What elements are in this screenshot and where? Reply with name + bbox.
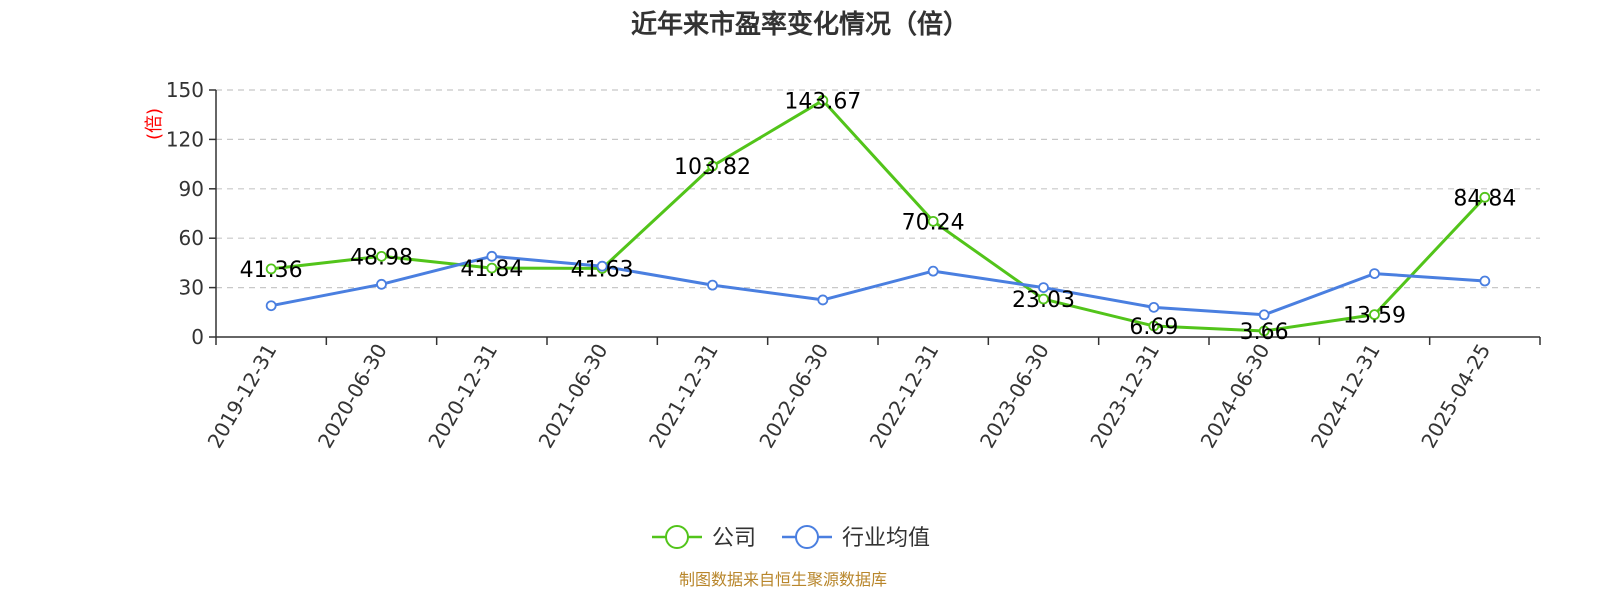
data-point bbox=[596, 260, 608, 272]
y-tick-label: 120 bbox=[166, 127, 204, 151]
y-tick-label: 0 bbox=[191, 325, 204, 349]
data-point bbox=[1148, 320, 1160, 332]
chart-title: 近年来市盈率变化情况（倍） bbox=[631, 9, 969, 40]
data-point bbox=[1369, 309, 1380, 321]
data-label: 23.03 bbox=[1012, 288, 1075, 313]
data-label: 3.66 bbox=[1240, 320, 1289, 345]
x-tick-label: 2024-06-30 bbox=[1196, 340, 1275, 453]
x-tick-label: 2023-12-31 bbox=[1085, 340, 1164, 453]
data-label: 143.67 bbox=[784, 89, 861, 114]
data-label: 84.84 bbox=[1453, 186, 1516, 211]
data-point bbox=[486, 262, 498, 274]
series-line bbox=[271, 98, 1486, 333]
x-tick-label: 2025-04-25 bbox=[1416, 340, 1495, 453]
data-point bbox=[1038, 282, 1049, 294]
data-point bbox=[1038, 293, 1049, 305]
legend-item-industry-average[interactable]: 行业均值 bbox=[782, 525, 930, 551]
data-label: 6.69 bbox=[1129, 315, 1178, 340]
data-point bbox=[265, 263, 277, 275]
data-point bbox=[376, 278, 387, 290]
x-tick-label: 2022-06-30 bbox=[754, 340, 833, 453]
data-point bbox=[1479, 191, 1491, 203]
data-point bbox=[927, 215, 939, 227]
series-company bbox=[265, 95, 1491, 337]
source-note: 制图数据来自恒生聚源数据库 bbox=[679, 570, 887, 589]
data-point bbox=[1369, 268, 1380, 280]
data-point bbox=[707, 279, 718, 291]
data-point bbox=[1479, 275, 1491, 287]
series-industry-average bbox=[265, 250, 1491, 321]
legend-label: 公司 bbox=[712, 526, 756, 551]
y-tick-label: 90 bbox=[179, 177, 204, 201]
x-tick-label: 2024-12-31 bbox=[1306, 340, 1385, 453]
legend-marker bbox=[795, 525, 819, 549]
legend-label: 行业均值 bbox=[842, 526, 930, 551]
y-tick-label: 30 bbox=[179, 276, 204, 300]
data-label: 70.24 bbox=[902, 210, 965, 235]
data-point bbox=[265, 300, 277, 312]
data-label: 103.82 bbox=[674, 155, 751, 180]
data-label: 41.36 bbox=[240, 258, 303, 283]
data-point bbox=[927, 265, 939, 277]
data-point bbox=[1148, 301, 1160, 313]
y-axis-label: (倍) bbox=[144, 108, 165, 140]
data-point bbox=[707, 160, 718, 172]
x-tick-label: 2023-06-30 bbox=[975, 340, 1054, 453]
data-label: 41.63 bbox=[571, 257, 634, 282]
x-tick-label: 2019-12-31 bbox=[203, 340, 282, 453]
legend[interactable]: 公司 行业均值 bbox=[652, 525, 930, 551]
series-lines bbox=[265, 95, 1491, 337]
x-tick-label: 2022-12-31 bbox=[865, 340, 944, 453]
data-point bbox=[376, 250, 387, 262]
legend-item-company[interactable]: 公司 bbox=[652, 525, 756, 551]
data-label: 13.59 bbox=[1343, 304, 1406, 329]
x-tick-label: 2020-06-30 bbox=[313, 340, 392, 453]
data-point bbox=[817, 294, 829, 306]
data-label: 48.98 bbox=[350, 245, 413, 270]
gridlines bbox=[216, 89, 1540, 289]
data-labels: 41.36 48.98 41.84 41.63 103.82 143.67 70.24 23.… bbox=[240, 89, 1517, 345]
y-tick-label: 150 bbox=[166, 78, 204, 102]
data-point bbox=[1258, 325, 1270, 337]
legend-marker bbox=[665, 525, 689, 549]
data-point bbox=[1258, 309, 1270, 321]
x-tick-label: 2021-12-31 bbox=[644, 340, 723, 453]
data-point bbox=[486, 250, 498, 262]
x-tick-label: 2021-06-30 bbox=[534, 340, 613, 453]
x-tick-label: 2020-12-31 bbox=[423, 340, 502, 453]
data-label: 41.84 bbox=[460, 257, 523, 282]
y-tick-label: 60 bbox=[179, 226, 204, 250]
series-line bbox=[270, 254, 1485, 317]
data-point bbox=[817, 95, 829, 106]
